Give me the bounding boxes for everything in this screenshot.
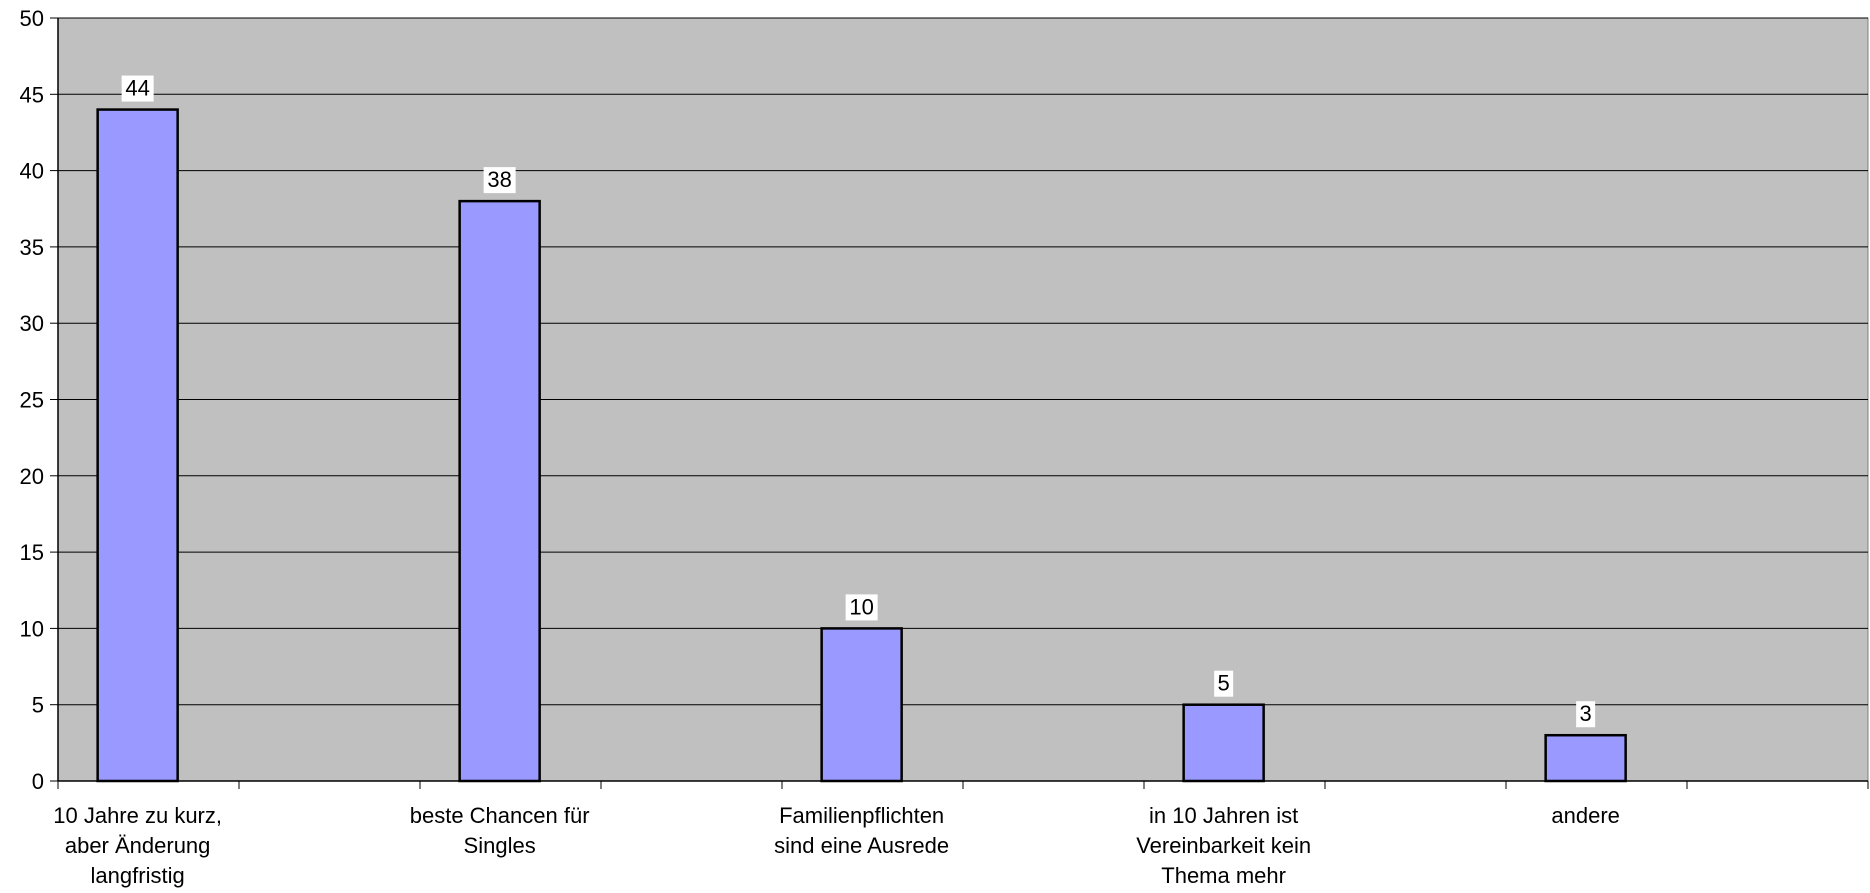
x-category-label-line: 10 Jahre zu kurz,	[53, 803, 222, 828]
data-label-background	[845, 594, 878, 621]
y-tick-label: 10	[20, 616, 44, 641]
x-category-label: 10 Jahre zu kurz, aber Änderung langfristi…	[53, 803, 222, 888]
x-category-label: Familienpflichten sind eine Ausrede	[774, 803, 949, 858]
data-label: 10	[849, 594, 873, 619]
x-category-label-line: Vereinbarkeit kein	[1136, 833, 1311, 858]
data-label-background	[1576, 701, 1596, 728]
y-tick-label: 35	[20, 235, 44, 260]
data-label: 3	[1580, 701, 1592, 726]
bar	[1182, 703, 1265, 783]
x-category-label-line: Familienpflichten	[779, 803, 944, 828]
x-axis-categories: 10 Jahre zu kurz, aber Änderung langfristi…	[53, 803, 1620, 888]
data-label: 38	[487, 167, 511, 192]
data-label: 5	[1218, 671, 1230, 696]
x-category-label: beste Chancen für Singles	[410, 803, 590, 858]
data-labels: 44 38 10 5 3	[121, 75, 1596, 728]
y-tick-label: 25	[20, 388, 44, 413]
gridlines	[58, 17, 1868, 706]
bars	[96, 108, 1627, 783]
bar	[1544, 733, 1627, 783]
y-tick-label: 30	[20, 311, 44, 336]
x-category-label: andere	[1551, 803, 1620, 828]
bar	[820, 627, 903, 783]
y-tick-label: 0	[32, 769, 44, 794]
y-tick-label: 15	[20, 540, 44, 565]
x-category-label-line: sind eine Ausrede	[774, 833, 949, 858]
bar	[458, 199, 541, 783]
x-category-label-line: Singles	[464, 833, 536, 858]
x-category-label: in 10 Jahren ist Vereinbarkeit kein Thema …	[1136, 803, 1311, 888]
y-tick-label: 5	[32, 693, 44, 718]
data-label-background	[121, 75, 154, 102]
data-label-background	[483, 167, 516, 194]
y-tick-label: 20	[20, 464, 44, 489]
x-category-label-line: aber Änderung	[65, 833, 211, 858]
x-category-label-line: in 10 Jahren ist	[1149, 803, 1298, 828]
bar	[96, 108, 179, 783]
data-label-background	[1214, 670, 1234, 697]
x-category-label-line: beste Chancen für	[410, 803, 590, 828]
y-tick-label: 50	[20, 6, 44, 31]
x-category-label-line: langfristig	[91, 863, 185, 888]
x-category-label-line: andere	[1551, 803, 1620, 828]
y-axis-ticks: 0 5 10 15 20 25 30 35 40 45 50	[20, 6, 44, 794]
y-tick-label: 40	[20, 159, 44, 184]
data-label: 44	[125, 76, 149, 101]
y-tick-label: 45	[20, 82, 44, 107]
x-category-label-line: Thema mehr	[1161, 863, 1286, 888]
